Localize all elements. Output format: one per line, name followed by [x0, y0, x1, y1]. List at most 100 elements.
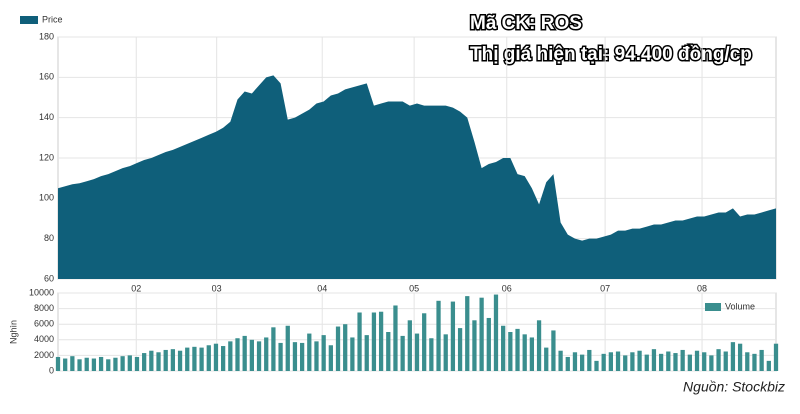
x-tick-label: 03 — [212, 283, 222, 293]
volume-bar — [84, 357, 89, 371]
volume-bar — [120, 356, 125, 371]
volume-bar — [271, 327, 276, 371]
volume-bar — [615, 351, 621, 371]
volume-bar — [558, 350, 563, 371]
volume-bar — [529, 337, 535, 371]
y-tick-label: 80 — [44, 233, 54, 243]
volume-bar — [177, 350, 183, 371]
volume-bar — [666, 351, 671, 371]
volume-bar — [371, 312, 377, 371]
volume-bar — [443, 334, 448, 371]
volume-bar — [242, 335, 247, 371]
volume-bar — [759, 349, 764, 371]
volume-bar — [594, 360, 599, 371]
volume-bar — [307, 333, 312, 371]
volume-bar — [773, 343, 779, 371]
volume-bar — [156, 352, 161, 371]
volume-bar — [343, 324, 348, 371]
volume-bar — [142, 353, 147, 371]
x-tick-label: 04 — [317, 283, 327, 293]
y-tick-label: 120 — [39, 152, 54, 162]
volume-bar — [472, 320, 477, 371]
volume-bar — [378, 311, 384, 371]
volume-bar — [752, 353, 757, 371]
legend-label: Price — [42, 14, 63, 24]
volume-bar — [580, 354, 585, 371]
y-tick-label: 0 — [49, 365, 54, 375]
y-tick-label: 6000 — [34, 319, 54, 329]
price-text: Thị giá hiện tại: 94.400 đồng/cp — [470, 44, 752, 65]
volume-bar — [723, 351, 728, 371]
volume-bar — [730, 342, 736, 371]
y-tick-label: 100 — [39, 193, 54, 203]
volume-bar — [91, 358, 97, 371]
y-tick-label: 60 — [44, 273, 54, 283]
legend-label: Volume — [725, 301, 755, 311]
y-tick-label: 8000 — [34, 303, 54, 313]
volume-bar — [400, 335, 405, 371]
volume-bar — [364, 335, 369, 371]
volume-bar — [479, 297, 484, 371]
volume-bar — [185, 347, 190, 371]
volume-bar — [163, 349, 168, 371]
volume-bar — [335, 326, 341, 371]
volume-bar — [601, 353, 606, 371]
volume-bar — [687, 354, 692, 371]
volume-bar — [213, 343, 219, 371]
volume-bar — [702, 352, 707, 371]
volume-bar — [623, 355, 628, 371]
ticker: Mã CK: ROS — [470, 13, 582, 34]
volume-bar — [221, 346, 226, 371]
volume-bar — [414, 333, 420, 371]
source: Nguồn: Stockbiz — [683, 379, 785, 395]
volume-bar — [572, 352, 578, 371]
volume-bar — [206, 345, 211, 371]
volume-bar — [658, 353, 664, 371]
volume-bar — [407, 320, 412, 371]
x-tick-label: 07 — [600, 283, 610, 293]
volume-bar — [508, 332, 513, 371]
volume-bar — [70, 356, 75, 371]
legend-swatch — [705, 303, 721, 311]
volume-bar — [680, 349, 685, 371]
volume-bar — [651, 349, 657, 371]
volume-bar — [299, 342, 305, 371]
volume-bar — [644, 354, 649, 371]
volume-bar — [357, 312, 362, 371]
volume-bar — [321, 335, 326, 371]
volume-bar — [450, 301, 456, 371]
volume-bar — [501, 325, 506, 371]
volume-bar — [745, 352, 750, 371]
y-tick-label: 140 — [39, 112, 54, 122]
volume-bar — [149, 350, 154, 371]
volume-bar — [256, 341, 262, 371]
volume-bar — [292, 342, 298, 371]
volume-bar — [544, 347, 549, 371]
price-area — [58, 75, 776, 279]
volume-bar — [350, 337, 355, 371]
volume-bar — [587, 349, 592, 371]
volume-bar — [285, 325, 290, 371]
volume-bar — [515, 328, 520, 371]
volume-bar — [422, 313, 427, 371]
y-tick-label: 2000 — [34, 350, 54, 360]
volume-bar — [429, 338, 434, 371]
x-tick-label: 06 — [502, 283, 512, 293]
volume-bar — [694, 350, 700, 371]
volume-bar — [235, 338, 240, 371]
y-tick-label: 10000 — [29, 287, 54, 297]
y-tick-label: 160 — [39, 72, 54, 82]
volume-bar — [709, 355, 714, 371]
volume-bar — [393, 305, 398, 371]
volume-bar — [536, 320, 542, 371]
volume-bar — [63, 358, 68, 371]
volume-bar — [127, 355, 132, 371]
y-tick-label: 4000 — [34, 334, 54, 344]
volume-bar — [170, 349, 176, 371]
volume-bar — [278, 342, 283, 371]
volume-bar — [551, 330, 556, 371]
volume-bar — [436, 300, 441, 371]
volume-bar — [716, 349, 721, 371]
volume-bar — [766, 360, 771, 371]
